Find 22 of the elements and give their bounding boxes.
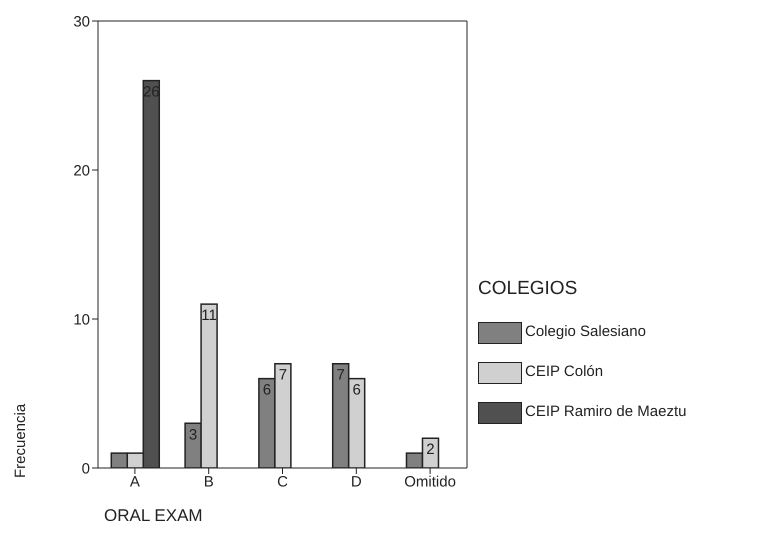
x-tick-label: C xyxy=(277,474,288,491)
x-tick-label: Omitido xyxy=(404,474,456,491)
y-axis-title: Frecuencia xyxy=(12,404,29,478)
data-label: 2 xyxy=(426,441,435,458)
legend-label: Colegio Salesiano xyxy=(525,322,647,342)
data-label: 11 xyxy=(201,307,217,324)
x-tick-label: A xyxy=(130,474,140,491)
data-label: 7 xyxy=(278,366,288,384)
data-label: 6 xyxy=(352,382,361,399)
x-axis-title: ORAL EXAM xyxy=(104,506,203,526)
data-label: 3 xyxy=(188,426,198,444)
data-label: 7 xyxy=(336,366,345,384)
data-label: 6 xyxy=(262,382,272,399)
x-tick-label: B xyxy=(204,474,214,491)
y-tick-label: 10 xyxy=(73,311,90,328)
y-tick-label: 0 xyxy=(82,460,90,478)
y-tick-label: 30 xyxy=(73,13,90,30)
legend-label: CEIP Colón xyxy=(525,362,604,382)
legend-label: CEIP Ramiro de Maeztu xyxy=(525,402,688,422)
y-tick-label: 20 xyxy=(73,162,90,180)
legend-title: COLEGIOS xyxy=(478,278,578,300)
x-tick-label: D xyxy=(350,474,362,491)
